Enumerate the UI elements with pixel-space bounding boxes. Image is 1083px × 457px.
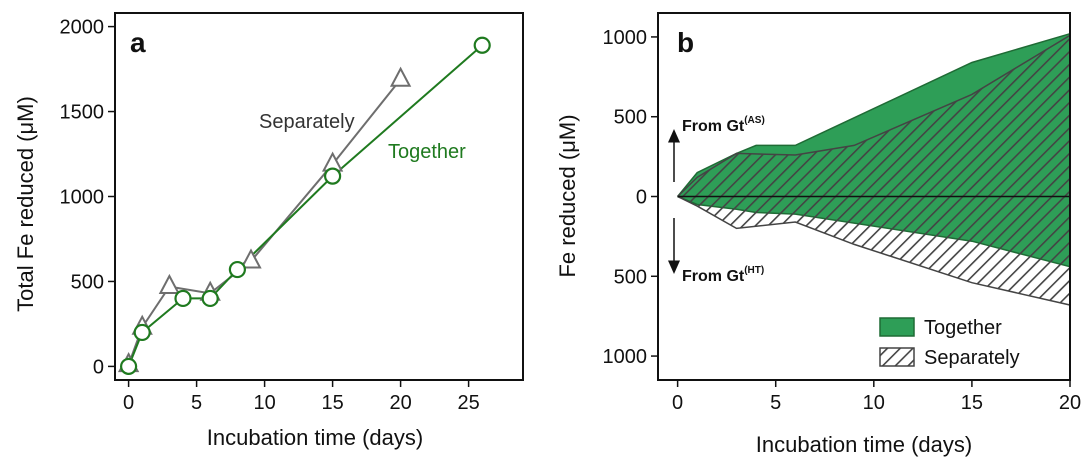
panel-a-y-title: Total Fe reduced (μM) bbox=[13, 96, 38, 312]
panel-a-x-tick-label: 20 bbox=[389, 392, 411, 414]
legend-label-separately: Separately bbox=[924, 347, 1020, 369]
data-point-together bbox=[228, 260, 246, 279]
legend-swatch-separately bbox=[879, 347, 915, 367]
series-line-together bbox=[127, 44, 483, 367]
panel-b-y-title: Fe reduced (μM) bbox=[555, 114, 580, 277]
panel-a-marks bbox=[117, 36, 491, 376]
panel-a-frame bbox=[114, 12, 524, 381]
panel-b-label: b bbox=[677, 27, 694, 58]
data-point-together bbox=[120, 357, 138, 376]
data-point-together bbox=[324, 167, 342, 185]
panel-b-x-tick-label: 5 bbox=[770, 392, 781, 414]
data-point-together bbox=[174, 289, 192, 308]
panel-b-x-tick-label: 15 bbox=[961, 392, 983, 414]
panel-b: 0 5 10 15 20 1000 500 0 500 1000 b From Gt(AS) Fr… bbox=[555, 12, 1081, 457]
legend-swatch-together bbox=[879, 317, 915, 337]
panel-b-x-tick-label: 0 bbox=[672, 392, 683, 414]
panel-b-y-tick-label: 500 bbox=[614, 107, 647, 129]
panel-b-marks bbox=[677, 32, 1071, 306]
panel-a-y-tick-label: 500 bbox=[71, 271, 104, 293]
panel-a-y-tick-label: 1000 bbox=[60, 187, 105, 209]
panel-a-y-tick-label: 2000 bbox=[60, 17, 105, 39]
panel-b-axes: 0 5 10 15 20 1000 500 0 500 1000 bbox=[603, 12, 1081, 414]
panel-a-x-title: Incubation time (days) bbox=[207, 425, 423, 450]
data-point-together bbox=[473, 36, 491, 54]
data-point-separately bbox=[389, 66, 412, 87]
panel-b-x-tick-label: 20 bbox=[1059, 392, 1081, 414]
panel-b-y-tick-label: 1000 bbox=[603, 346, 648, 368]
panel-b-y-tick-label: 500 bbox=[614, 266, 647, 288]
legend: Together Separately bbox=[879, 317, 1020, 369]
panel-a-y-tick-label: 0 bbox=[93, 356, 104, 378]
annotation-from-gt-as: From Gt(AS) bbox=[682, 115, 765, 135]
data-point-separately bbox=[240, 248, 262, 269]
data-point-together bbox=[201, 289, 219, 308]
panel-b-y-tick-label: 0 bbox=[636, 187, 647, 209]
panel-b-y-tick-label: 1000 bbox=[603, 27, 648, 49]
legend-label-together: Together bbox=[924, 317, 1002, 339]
panel-a-axes: 0 5 10 15 20 25 0 500 1000 1500 2000 bbox=[60, 12, 524, 414]
panel-b-x-tick-label: 10 bbox=[863, 392, 885, 414]
panel-a-x-tick-label: 5 bbox=[191, 392, 202, 414]
panel-b-x-title: Incubation time (days) bbox=[756, 432, 972, 457]
panel-a-x-tick-label: 0 bbox=[123, 392, 134, 414]
panel-a-y-tick-label: 1500 bbox=[60, 102, 105, 124]
annotation-from-gt-ht: From Gt(HT) bbox=[682, 265, 764, 285]
data-point-together bbox=[133, 323, 151, 342]
panel-a-label: a bbox=[130, 27, 146, 58]
panel-a-x-tick-label: 15 bbox=[321, 392, 343, 414]
panel-a-x-tick-label: 10 bbox=[253, 392, 275, 414]
series-label-together: Together bbox=[388, 141, 466, 163]
series-label-separately: Separately bbox=[259, 111, 355, 133]
data-point-separately bbox=[158, 273, 181, 295]
area-separately bbox=[677, 33, 1071, 306]
panel-a-x-tick-label: 25 bbox=[457, 392, 479, 414]
